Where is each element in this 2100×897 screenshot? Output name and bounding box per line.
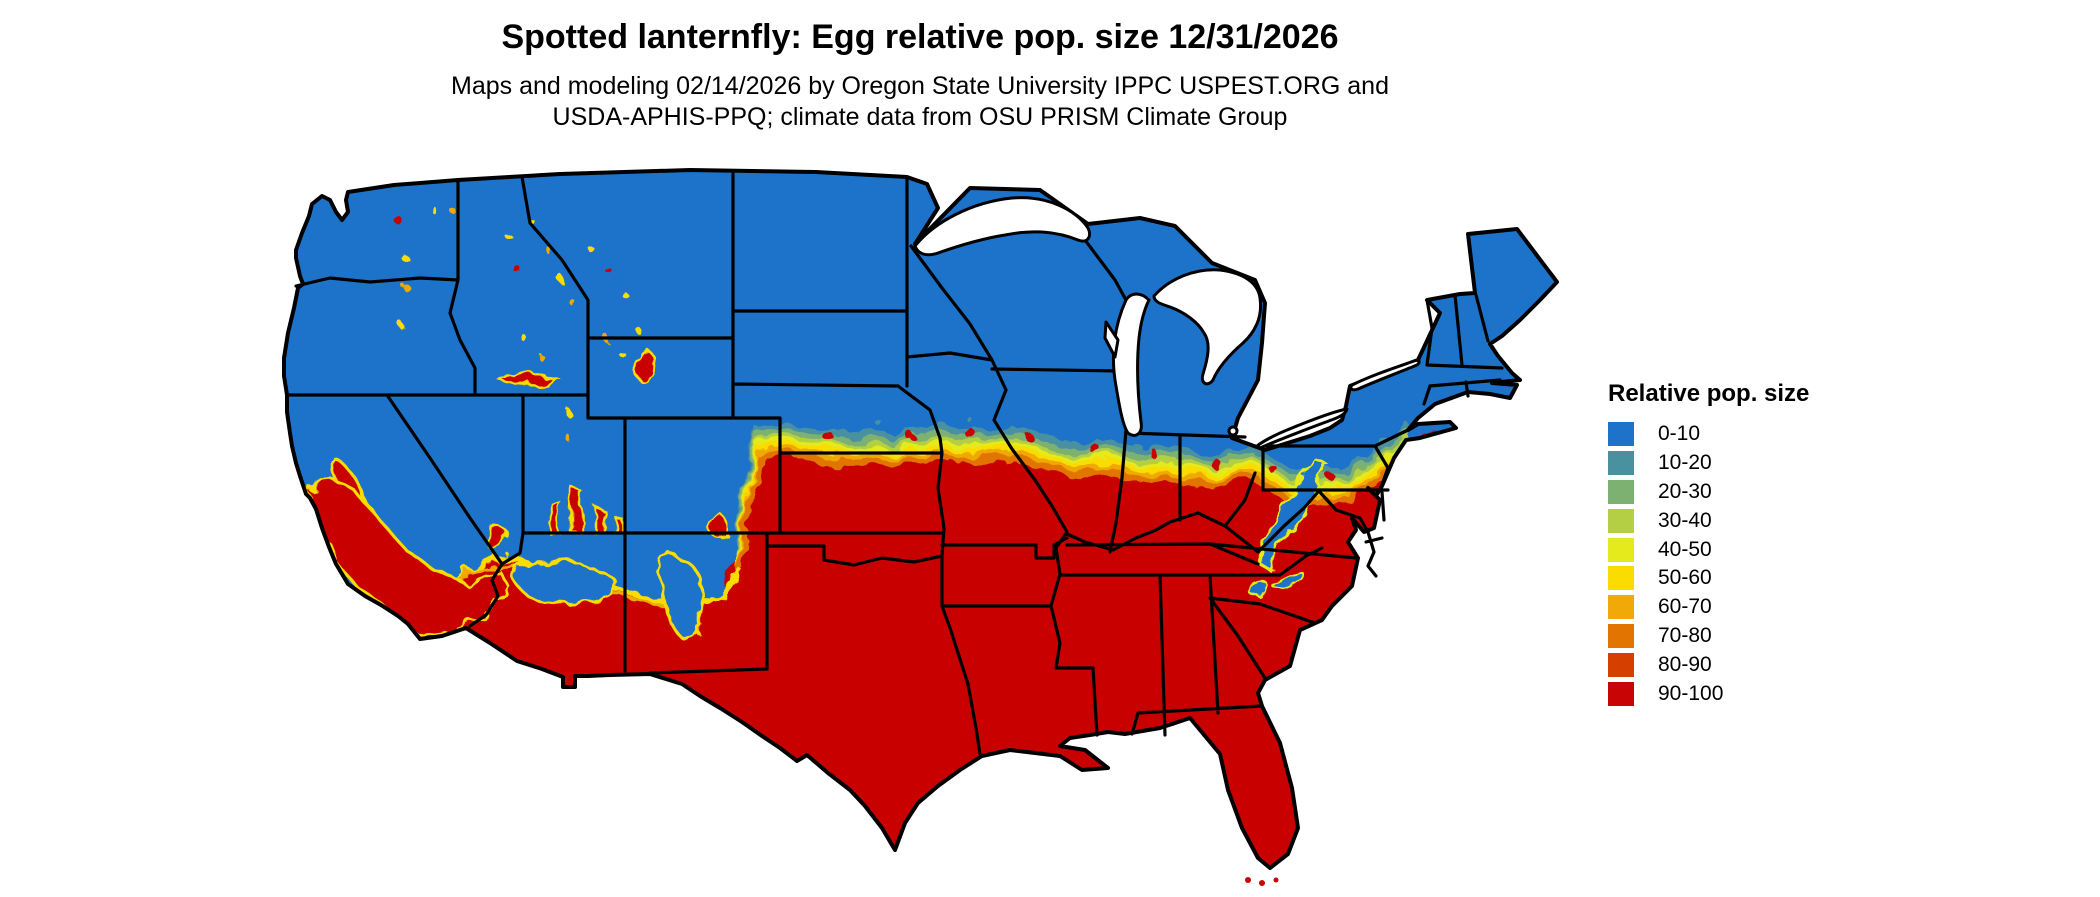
legend-items: 0-10 10-20 20-30 30-40 40-50 50-60 60-70 bbox=[1600, 420, 1900, 708]
legend-swatch-icon bbox=[1608, 508, 1634, 533]
snake-plain-patch bbox=[494, 373, 565, 387]
green-bay bbox=[1103, 320, 1120, 359]
lake-michigan bbox=[1111, 292, 1151, 437]
vegas-valley-patch bbox=[490, 525, 510, 554]
legend-item-label: 10-20 bbox=[1658, 451, 1712, 475]
band-cool-speckles bbox=[877, 417, 1261, 457]
band-speckles bbox=[825, 428, 1336, 482]
legend-item-label: 20-30 bbox=[1658, 479, 1712, 503]
subtitle-line-1: Maps and modeling 02/14/2026 by Oregon S… bbox=[451, 72, 1389, 100]
us-map-svg bbox=[282, 168, 1559, 886]
lake-ontario bbox=[1349, 358, 1421, 392]
legend-item-label: 0-10 bbox=[1658, 422, 1701, 446]
lake-st-clair bbox=[1227, 425, 1239, 437]
legend-item-label: 80-90 bbox=[1658, 652, 1712, 676]
utah-canyon-patches bbox=[548, 486, 625, 535]
legend-swatch-icon bbox=[1608, 623, 1634, 648]
subtitle-line-2: USDA-APHIS-PPQ; climate data from OSU PR… bbox=[552, 103, 1288, 131]
legend-swatch-icon bbox=[1608, 451, 1634, 476]
legend-title: Relative pop. size bbox=[1608, 380, 1810, 407]
legend-swatch-icon bbox=[1608, 652, 1634, 677]
legend-swatch-icon bbox=[1608, 681, 1634, 706]
legend-swatch-icon bbox=[1608, 422, 1634, 447]
lake-superior bbox=[913, 196, 1092, 257]
legend-item-label: 40-50 bbox=[1658, 537, 1712, 561]
map-legend: Relative pop. size 0-10 10-20 20-30 30-4… bbox=[1600, 380, 1900, 708]
mogollon-plateau-patch bbox=[510, 558, 618, 605]
legend-swatch-icon bbox=[1608, 479, 1634, 504]
lake-erie bbox=[1255, 407, 1349, 450]
legend-item: 50-60 bbox=[1600, 564, 1900, 593]
legend-item-label: 50-60 bbox=[1658, 566, 1712, 590]
us-population-map bbox=[270, 128, 1570, 892]
appalachians-patch bbox=[1252, 455, 1330, 571]
zone-south-high bbox=[722, 426, 1557, 868]
bighorn-basin-patch bbox=[633, 346, 655, 384]
legend-item: 90-100 bbox=[1600, 679, 1900, 708]
legend-item: 20-30 bbox=[1600, 478, 1900, 507]
legend-swatch-icon bbox=[1608, 566, 1634, 591]
legend-item: 0-10 bbox=[1600, 420, 1900, 449]
legend-item: 10-20 bbox=[1600, 449, 1900, 478]
san-luis-valley-patch bbox=[710, 512, 726, 540]
florida-keys bbox=[1245, 877, 1279, 886]
legend-item: 80-90 bbox=[1600, 650, 1900, 679]
new-mexico-mountains-patch bbox=[660, 552, 705, 639]
blue-ridge-patch bbox=[1247, 580, 1269, 596]
legend-item: 70-80 bbox=[1600, 622, 1900, 651]
smokies-patch bbox=[1271, 569, 1305, 591]
legend-item-label: 60-70 bbox=[1658, 595, 1712, 619]
legend-item: 30-40 bbox=[1600, 506, 1900, 535]
lake-huron bbox=[1152, 268, 1263, 386]
legend-item: 40-50 bbox=[1600, 535, 1900, 564]
legend-item: 60-70 bbox=[1600, 593, 1900, 622]
legend-item-label: 90-100 bbox=[1658, 681, 1724, 705]
page-title: Spotted lanternfly: Egg relative pop. si… bbox=[501, 18, 1339, 56]
page-subtitle: Maps and modeling 02/14/2026 by Oregon S… bbox=[270, 71, 1570, 133]
legend-swatch-icon bbox=[1608, 537, 1634, 562]
header: Spotted lanternfly: Egg relative pop. si… bbox=[270, 0, 1570, 133]
state-borders bbox=[285, 172, 1504, 756]
legend-item-label: 70-80 bbox=[1658, 623, 1712, 647]
great-lakes bbox=[913, 196, 1421, 450]
legend-item-label: 30-40 bbox=[1658, 508, 1712, 532]
legend-swatch-icon bbox=[1608, 595, 1634, 620]
